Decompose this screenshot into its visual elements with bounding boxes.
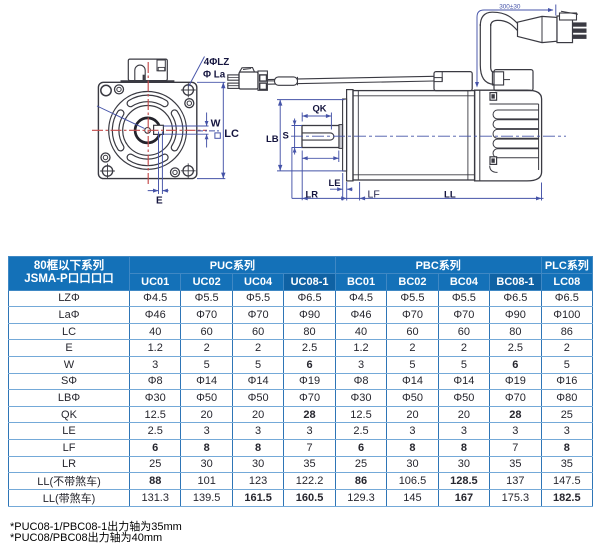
svg-text:QK: QK <box>313 102 327 113</box>
svg-text:LE: LE <box>329 177 341 188</box>
svg-text:300±30: 300±30 <box>499 3 521 10</box>
svg-text:LF: LF <box>368 189 380 201</box>
svg-text:LL: LL <box>444 189 456 200</box>
svg-text:4ΦLZ: 4ΦLZ <box>204 57 229 68</box>
svg-text:LB: LB <box>266 134 279 145</box>
svg-text:W: W <box>211 118 221 129</box>
svg-text:Φ La: Φ La <box>203 69 226 80</box>
svg-text:LC: LC <box>224 128 239 140</box>
svg-text:LR: LR <box>306 189 319 200</box>
svg-text:E: E <box>156 195 163 206</box>
svg-text:S: S <box>283 131 289 142</box>
